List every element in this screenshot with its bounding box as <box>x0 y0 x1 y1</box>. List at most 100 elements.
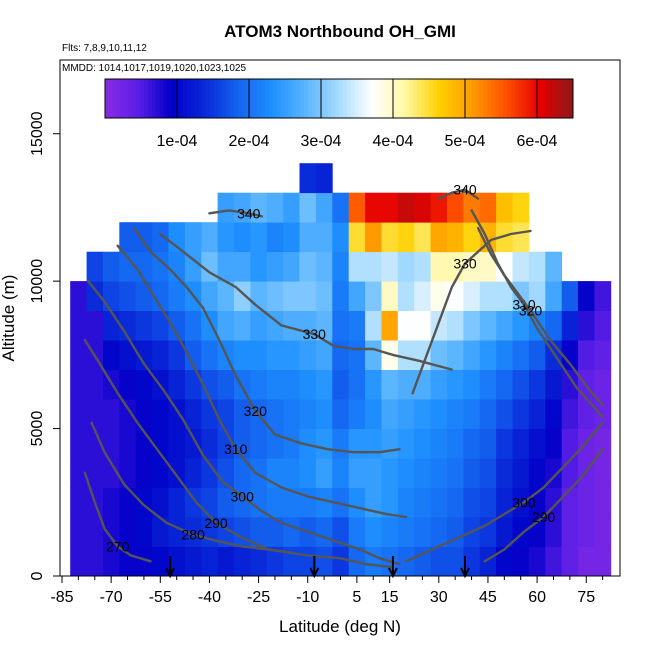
heatmap-cell <box>414 399 431 429</box>
heatmap-cell <box>479 517 497 547</box>
heatmap-cell <box>234 399 251 429</box>
heatmap-cell <box>578 281 595 311</box>
colorbar-segment <box>268 79 274 118</box>
heatmap-cell <box>496 310 513 341</box>
heatmap-cell <box>332 458 350 488</box>
colorbar-segment <box>370 79 375 118</box>
colorbar-segment <box>167 79 172 118</box>
heatmap-cell <box>365 192 382 223</box>
colorbar-segment <box>467 79 473 118</box>
heatmap-cell <box>365 517 382 547</box>
contour-label: 320 <box>244 403 268 419</box>
heatmap-cell <box>234 310 251 341</box>
colorbar-segment <box>171 79 176 118</box>
heatmap-cell <box>103 399 120 429</box>
heatmap-cell <box>135 517 153 547</box>
colorbar-segment <box>366 79 371 118</box>
heatmap-cell <box>430 192 448 223</box>
heatmap-cell <box>463 487 481 518</box>
heatmap-cell <box>365 310 382 341</box>
heatmap-cell <box>348 399 366 429</box>
heatmap-cell <box>463 281 481 311</box>
heatmap-cell <box>496 517 513 547</box>
heatmap-cell <box>103 517 120 547</box>
colorbar-segment <box>335 79 340 118</box>
heatmap-cell <box>86 428 104 459</box>
heatmap-cell <box>315 428 333 459</box>
heatmap-cell <box>86 251 104 282</box>
heatmap-cell <box>152 281 169 311</box>
heatmap-cell <box>332 487 350 518</box>
heatmap-cell <box>512 458 530 488</box>
heatmap-cell <box>103 281 120 311</box>
colorbar-segment <box>249 79 254 118</box>
heatmap-cell <box>315 222 333 253</box>
dates-subtitle: MMDD: 1014,1017,1019,1020,1023,1025 <box>62 63 246 74</box>
heatmap-cell <box>561 487 579 518</box>
heatmap-cell <box>414 222 431 253</box>
colorbar-segment <box>261 79 266 118</box>
heatmap-cell <box>315 487 333 518</box>
colorbar-segment <box>483 79 488 118</box>
colorbar-segment <box>389 79 395 118</box>
contour-label: 300 <box>231 488 255 504</box>
heatmap-cell <box>528 546 546 577</box>
heatmap-cell <box>512 517 530 547</box>
heatmap-cell <box>578 399 595 429</box>
heatmap-cell <box>463 369 481 400</box>
colorbar-segment <box>498 79 504 118</box>
heatmap-cell <box>201 546 219 577</box>
heatmap-cell <box>315 281 333 311</box>
heatmap-cell <box>512 399 530 429</box>
colorbar-segment <box>303 79 309 118</box>
colorbar-segment <box>378 79 383 118</box>
heatmap-cell <box>250 517 268 547</box>
heatmap-cell <box>103 251 120 282</box>
heatmap-cell <box>479 487 497 518</box>
heatmap-cell <box>119 428 137 459</box>
colorbar-segment <box>288 79 293 118</box>
heatmap-cell <box>135 340 153 370</box>
heatmap-cell <box>594 546 612 577</box>
heatmap-cell <box>414 310 431 341</box>
heatmap-cell <box>528 251 546 282</box>
heatmap-cell <box>332 517 350 547</box>
heatmap-cell <box>135 487 153 518</box>
heatmap-cell <box>496 458 513 488</box>
heatmap-cell <box>479 251 497 282</box>
x-tick-label: 15 <box>381 589 399 606</box>
heatmap-cell <box>578 546 595 577</box>
heatmap-cell <box>545 428 563 459</box>
colorbar-segment <box>475 79 480 118</box>
heatmap-cell <box>381 251 399 282</box>
heatmap-cell <box>447 458 464 488</box>
heatmap-cell <box>447 428 464 459</box>
colorbar-segment <box>120 79 125 118</box>
heatmap-cell <box>283 340 300 370</box>
heatmap-cell <box>184 340 202 370</box>
colorbar-segment <box>534 79 539 118</box>
heatmap-cell <box>168 340 186 370</box>
heatmap-cell <box>397 310 415 341</box>
heatmap-cell <box>135 251 153 282</box>
heatmap-cell <box>447 222 464 253</box>
heatmap-cell <box>103 340 120 370</box>
colorbar-segment <box>315 79 320 118</box>
heatmap-cell <box>430 458 448 488</box>
heatmap-cell <box>332 428 350 459</box>
heatmap-cell <box>250 310 268 341</box>
contour-line <box>208 209 264 218</box>
heatmap-cell <box>168 428 186 459</box>
heatmap-cell <box>315 310 333 341</box>
heatmap-cell <box>578 487 595 518</box>
heatmap-cell <box>234 517 251 547</box>
heatmap-cell <box>545 369 563 400</box>
colorbar-segment <box>456 79 461 118</box>
heatmap-cell <box>348 517 366 547</box>
heatmap-cell <box>479 340 497 370</box>
colorbar-segment <box>284 79 289 118</box>
colorbar-segment <box>319 79 324 118</box>
colorbar-segment <box>307 79 313 118</box>
heatmap-cell <box>447 310 464 341</box>
